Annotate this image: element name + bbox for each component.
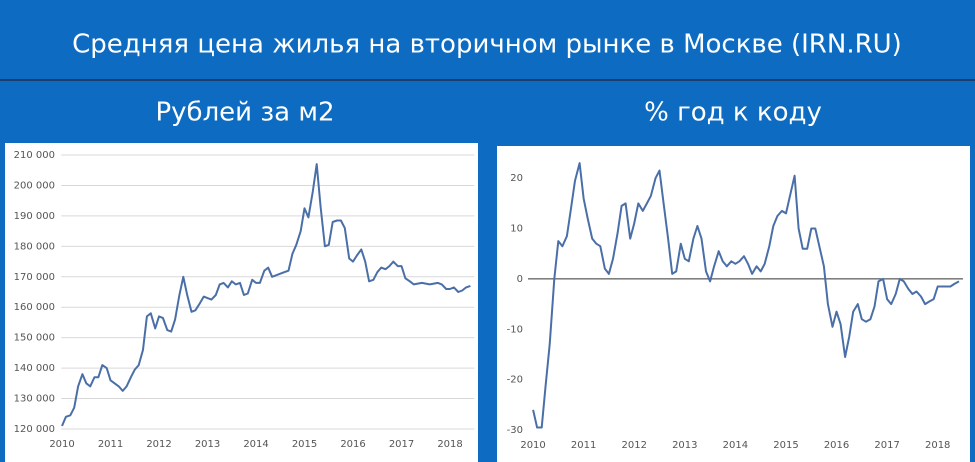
x-tick-label: 2014 — [243, 439, 268, 450]
y-tick-label: -20 — [507, 375, 523, 386]
x-tick-label: 2016 — [340, 439, 365, 450]
x-tick-label: 2010 — [520, 440, 545, 451]
x-tick-label: 2011 — [98, 439, 123, 450]
x-tick-label: 2010 — [49, 439, 74, 450]
panel — [497, 146, 970, 462]
x-tick-label: 2012 — [146, 439, 171, 450]
y-tick-label: 170 000 — [14, 272, 55, 283]
page-title: Средняя цена жилья на вторичном рынке в … — [72, 30, 902, 60]
y-tick-label: 140 000 — [14, 363, 55, 374]
x-tick-label: 2014 — [723, 440, 748, 451]
x-tick-label: 2015 — [292, 439, 317, 450]
x-tick-label: 2015 — [773, 440, 798, 451]
panel — [5, 143, 478, 462]
x-tick-label: 2016 — [824, 440, 849, 451]
y-tick-label: 200 000 — [14, 180, 55, 191]
y-tick-label: -30 — [507, 425, 523, 436]
y-tick-label: -10 — [507, 324, 523, 335]
x-tick-label: 2011 — [571, 440, 596, 451]
y-tick-label: 130 000 — [14, 394, 55, 405]
data-line — [61, 163, 471, 427]
x-tick-label: 2018 — [925, 440, 950, 451]
y-tick-label: 10 — [510, 224, 523, 235]
y-tick-label: 20 — [510, 173, 523, 184]
x-tick-label: 2012 — [621, 440, 646, 451]
x-tick-label: 2017 — [874, 440, 899, 451]
y-tick-label: 210 000 — [14, 150, 55, 161]
y-tick-label: 160 000 — [14, 302, 55, 313]
chart-title: % год к коду — [644, 98, 822, 128]
y-tick-label: 0 — [517, 274, 523, 285]
chart-title: Рублей за м2 — [155, 98, 334, 128]
y-tick-label: 180 000 — [14, 241, 55, 252]
y-tick-label: 150 000 — [14, 333, 55, 344]
x-tick-label: 2013 — [672, 440, 697, 451]
data-line — [532, 162, 960, 429]
y-tick-label: 120 000 — [14, 424, 55, 435]
y-tick-label: 190 000 — [14, 211, 55, 222]
x-tick-label: 2013 — [195, 439, 220, 450]
x-tick-label: 2017 — [389, 439, 414, 450]
x-tick-label: 2018 — [437, 439, 462, 450]
